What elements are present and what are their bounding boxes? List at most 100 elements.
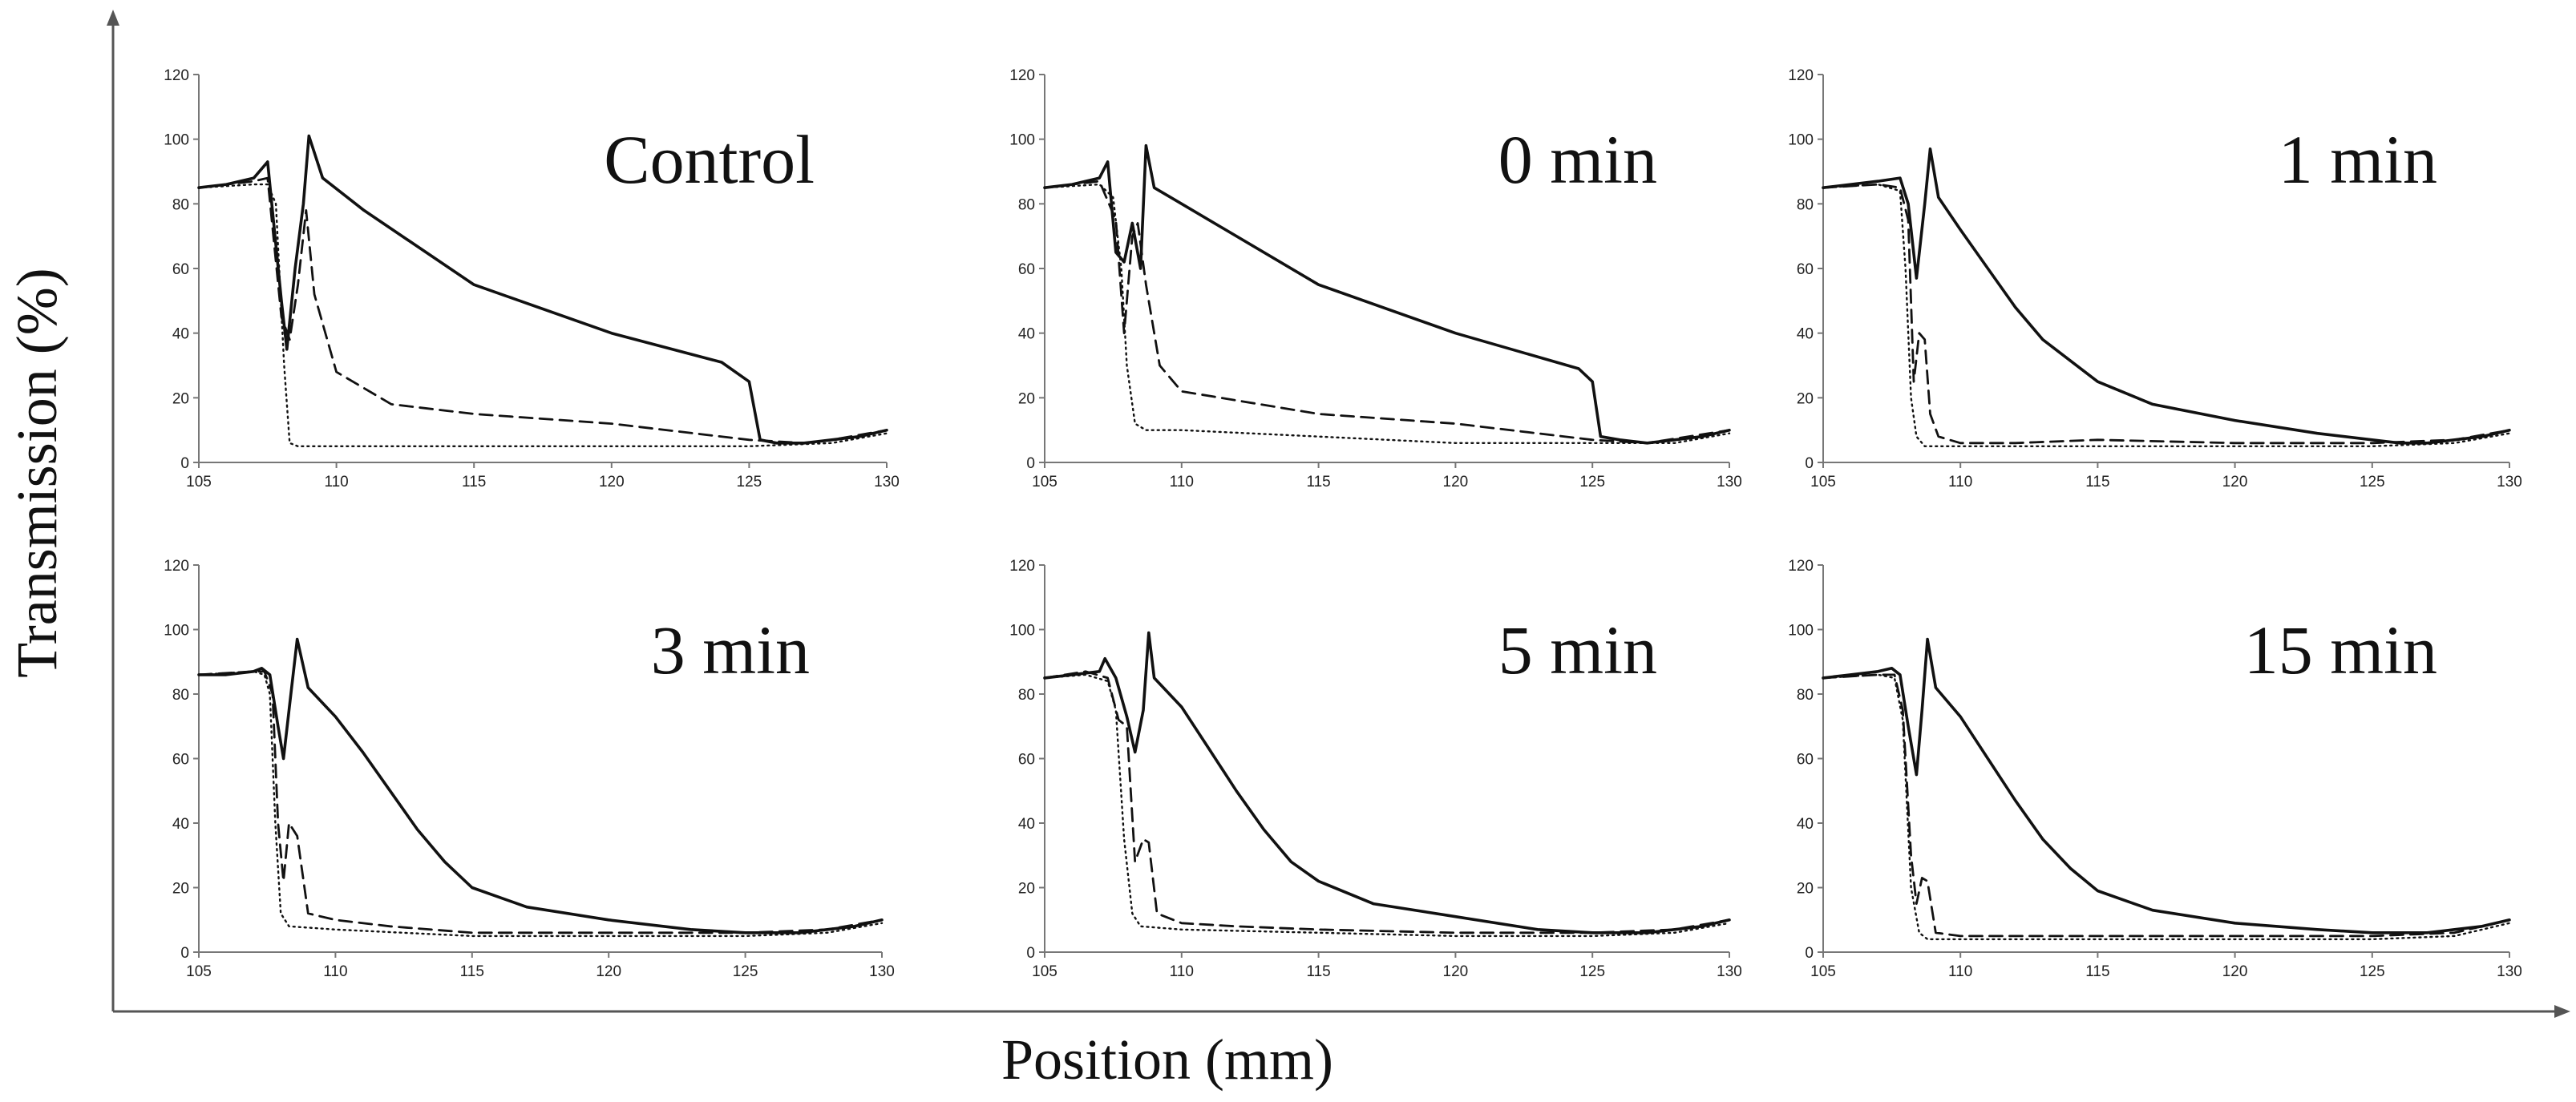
x-tick-label: 130 [869,963,895,980]
series-solid-line [197,134,888,445]
panel-2: 0 20 40 60 80 100 120 105 110 115 120 125 130 0 min [1009,67,1742,490]
x-tick-label: 120 [1443,963,1469,980]
y-tick-label: 60 [1797,752,1814,769]
y-tick-label: 20 [1018,881,1035,898]
y-tick-label: 0 [1026,455,1035,472]
y-tick-label: 0 [1805,455,1814,472]
x-tick-label: 105 [186,474,212,490]
x-tick-label: 110 [1170,474,1194,490]
x-tick-label: 130 [2497,963,2522,980]
x-tick-label: 120 [2222,474,2248,490]
panel-5: 0 20 40 60 80 100 120 105 110 115 120 125 130 5 min [1009,558,1742,980]
x-tick-label: 115 [1306,474,1330,490]
y-tick-label: 120 [164,67,189,84]
y-tick-label: 100 [1009,623,1035,640]
y-tick-label: 20 [172,881,189,898]
panels: 0 20 40 60 80 100 120 105 110 115 120 125 130 Control… [164,67,2522,980]
x-tick-label: 115 [2085,963,2109,980]
series-dashed-line [197,670,884,934]
series-dashed-line [197,176,888,445]
x-tick-label: 115 [1306,963,1330,980]
outer-x-arrow-icon [2554,1005,2570,1018]
series-solid-line [1822,147,2511,445]
x-tick-label: 115 [460,963,484,980]
panel-label: Control [604,121,815,198]
panel-label: 3 min [651,612,810,688]
series-dotted-line [1822,183,2511,447]
x-tick-label: 125 [737,474,762,490]
panel-label: 0 min [1498,121,1657,198]
y-tick-label: 100 [1009,132,1035,149]
y-tick-label: 40 [1797,326,1814,343]
y-tick-label: 80 [1797,196,1814,213]
y-tick-label: 80 [172,196,189,213]
figure-outer-axes [107,10,2570,1018]
y-tick-label: 60 [1018,261,1035,278]
figure-y-axis-title: Transmission (%) [5,268,69,677]
y-tick-label: 60 [1797,261,1814,278]
series-dashed-line [1822,673,2511,938]
y-tick-label: 100 [164,132,189,149]
y-tick-label: 60 [1018,752,1035,769]
series-dotted-line [197,183,888,447]
panel-4: 0 20 40 60 80 100 120 105 110 115 120 125 130 3 min [164,558,895,980]
x-tick-label: 110 [1948,474,1972,490]
y-tick-label: 20 [1797,390,1814,407]
outer-y-arrow-icon [107,10,119,26]
y-tick-label: 20 [172,390,189,407]
y-tick-label: 100 [1788,623,1814,640]
y-tick-label: 40 [172,326,189,343]
figure-x-axis-title: Position (mm) [1001,1027,1333,1092]
y-tick-label: 60 [172,261,189,278]
x-tick-label: 120 [1443,474,1469,490]
y-tick-label: 0 [1805,945,1814,962]
x-tick-label: 130 [1717,474,1742,490]
series-solid-line [1822,637,2511,934]
series-solid-line [1043,631,1731,934]
y-tick-label: 80 [1018,196,1035,213]
y-tick-label: 40 [1018,816,1035,833]
y-tick-label: 120 [1788,67,1814,84]
y-tick-label: 80 [1018,687,1035,704]
y-tick-label: 80 [1797,687,1814,704]
y-tick-label: 120 [1009,558,1035,575]
x-tick-label: 125 [2360,963,2385,980]
x-tick-label: 110 [1948,963,1972,980]
x-tick-label: 125 [2360,474,2385,490]
y-tick-label: 0 [180,455,189,472]
x-tick-label: 110 [1170,963,1194,980]
series-dotted-line [1043,183,1731,444]
y-tick-label: 40 [1797,816,1814,833]
x-tick-label: 115 [2085,474,2109,490]
series-dashed-line [1822,183,2511,445]
series-dotted-line [1822,673,2511,941]
x-tick-label: 130 [1717,963,1742,980]
x-tick-label: 130 [874,474,900,490]
x-tick-label: 120 [596,963,621,980]
panel-6: 0 20 40 60 80 100 120 105 110 115 120 125 130 15 min [1788,558,2522,980]
y-tick-label: 20 [1018,390,1035,407]
y-tick-label: 40 [172,816,189,833]
x-tick-label: 120 [599,474,625,490]
x-tick-label: 125 [1579,474,1605,490]
series-dashed-line [1043,670,1731,934]
y-tick-label: 20 [1797,881,1814,898]
y-tick-label: 0 [180,945,189,962]
y-tick-label: 100 [1788,132,1814,149]
x-tick-label: 120 [2222,963,2248,980]
panel-label: 15 min [2244,612,2437,688]
series-dotted-line [197,670,884,938]
panel-3: 0 20 40 60 80 100 120 105 110 115 120 125 130 1 min [1788,67,2522,490]
y-tick-label: 120 [1009,67,1035,84]
x-tick-label: 105 [1032,963,1057,980]
x-tick-label: 110 [324,474,348,490]
x-tick-label: 115 [462,474,486,490]
series-solid-line [1043,143,1731,445]
y-tick-label: 60 [172,752,189,769]
x-tick-label: 130 [2497,474,2522,490]
panel-label: 1 min [2279,121,2437,198]
y-tick-label: 80 [172,687,189,704]
y-tick-label: 0 [1026,945,1035,962]
x-tick-label: 105 [1032,474,1057,490]
